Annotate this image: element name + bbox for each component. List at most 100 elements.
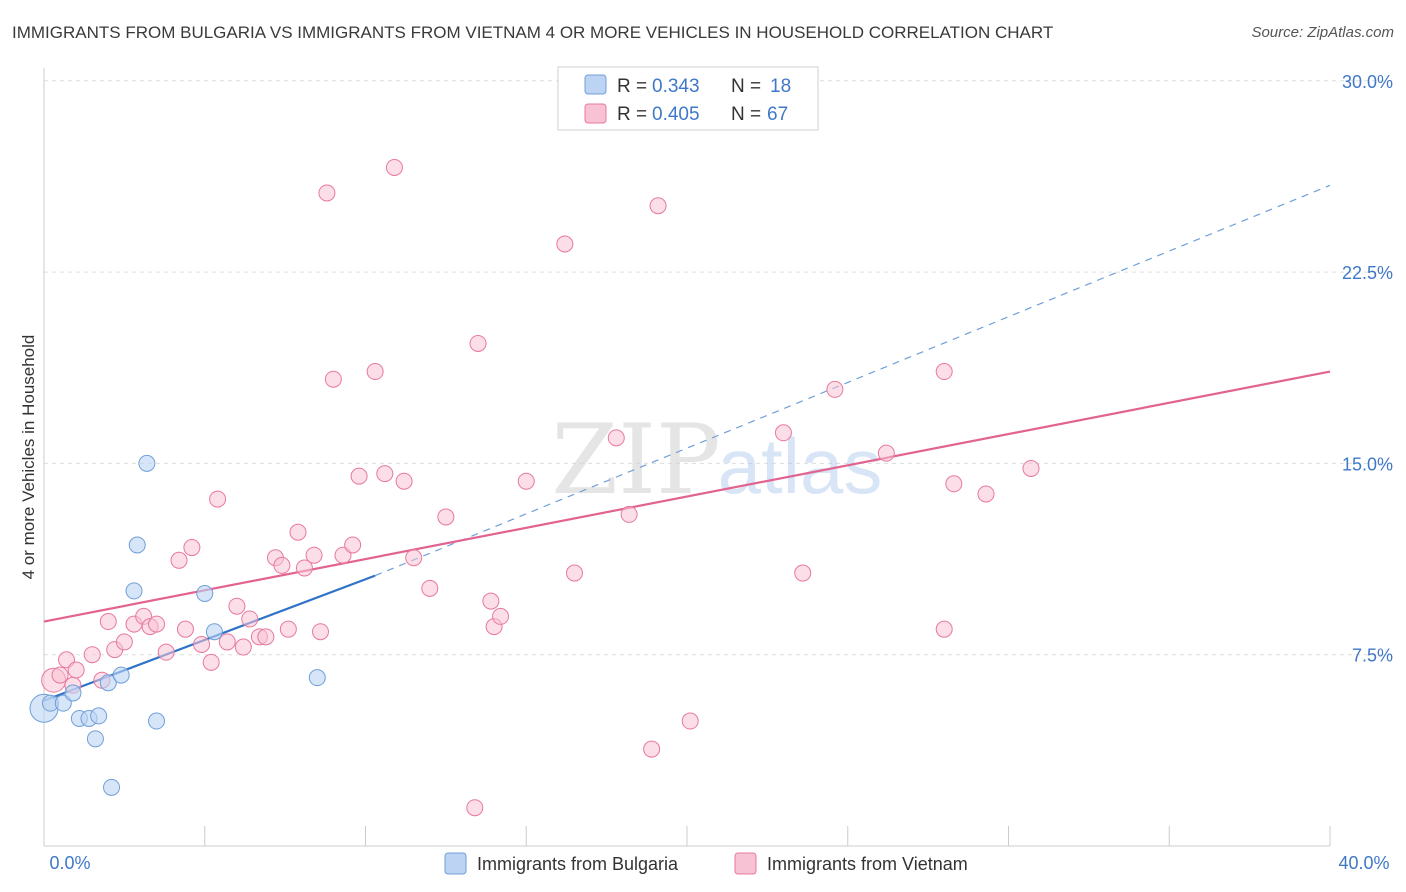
legend-r-value-bulgaria: 0.343 xyxy=(652,76,700,97)
data-point-vietnam-54 xyxy=(607,429,625,447)
data-point-vietnam-47 xyxy=(469,334,487,352)
data-point-vietnam-58 xyxy=(681,712,699,730)
x-tick-label-min: 0.0% xyxy=(49,853,90,873)
data-point-vietnam-56 xyxy=(643,740,661,758)
legend-n-value-bulgaria: 18 xyxy=(770,76,791,97)
series-legend-swatch-bulgaria xyxy=(444,852,467,875)
data-point-vietnam-18 xyxy=(193,635,211,653)
data-point-vietnam-39 xyxy=(366,363,384,381)
data-point-vietnam-66 xyxy=(977,485,995,503)
data-point-vietnam-61 xyxy=(826,380,844,398)
data-point-vietnam-4 xyxy=(67,661,85,679)
data-point-vietnam-34 xyxy=(318,184,336,202)
x-ticks xyxy=(43,826,1331,846)
source-credit: Source: ZipAtlas.com xyxy=(1251,24,1394,41)
data-point-vietnam-45 xyxy=(437,508,455,526)
legend-n-label-vietnam: N = xyxy=(731,104,761,125)
trend-line-bulgaria-extension xyxy=(374,184,1331,577)
watermark-atlas: atlas xyxy=(718,422,883,510)
data-point-vietnam-46 xyxy=(466,799,484,817)
legend-swatch-bulgaria xyxy=(584,74,607,95)
data-point-vietnam-63 xyxy=(935,363,953,381)
data-point-vietnam-1 xyxy=(51,666,69,684)
data-point-vietnam-33 xyxy=(311,623,329,641)
data-point-vietnam-5 xyxy=(83,646,101,664)
data-point-vietnam-26 xyxy=(257,628,275,646)
legend-n-label-bulgaria: N = xyxy=(731,76,761,97)
data-point-vietnam-59 xyxy=(774,424,792,442)
data-point-vietnam-20 xyxy=(209,490,227,508)
series-legend-label-bulgaria: Immigrants from Bulgaria xyxy=(477,854,679,874)
correlation-legend: R = 0.343 N = 18 R = 0.405 N = 67 xyxy=(557,66,819,131)
grid-lines xyxy=(44,80,1393,656)
legend-r-value-vietnam: 0.405 xyxy=(652,104,700,125)
data-point-vietnam-48 xyxy=(482,592,500,610)
data-point-vietnam-35 xyxy=(324,370,342,388)
data-point-bulgaria-9 xyxy=(112,666,130,684)
data-point-vietnam-55 xyxy=(620,505,638,523)
data-point-vietnam-53 xyxy=(565,564,583,582)
legend-swatch-vietnam xyxy=(584,103,607,124)
data-point-bulgaria-16 xyxy=(205,623,223,641)
data-point-vietnam-50 xyxy=(492,607,510,625)
series-legend-label-vietnam: Immigrants from Vietnam xyxy=(767,854,968,874)
data-point-vietnam-38 xyxy=(350,467,368,485)
data-point-vietnam-44 xyxy=(421,579,439,597)
data-point-bulgaria-17 xyxy=(308,669,326,687)
data-point-vietnam-65 xyxy=(945,475,963,493)
data-point-bulgaria-7 xyxy=(90,707,108,725)
data-point-vietnam-16 xyxy=(176,620,194,638)
data-point-bulgaria-15 xyxy=(196,584,214,602)
y-axis-label: 4 or more Vehicles in Household xyxy=(19,335,38,580)
data-point-vietnam-41 xyxy=(385,158,403,176)
data-point-vietnam-62 xyxy=(877,444,895,462)
y-tick-label-3: 30.0% xyxy=(1342,72,1393,92)
data-point-vietnam-52 xyxy=(556,235,574,253)
series-vietnam-points xyxy=(41,158,1040,817)
data-point-bulgaria-13 xyxy=(138,454,156,472)
y-tick-label-0: 7.5% xyxy=(1352,646,1393,666)
data-point-bulgaria-3 xyxy=(64,684,82,702)
legend-n-value-vietnam: 67 xyxy=(767,104,788,125)
data-point-vietnam-21 xyxy=(218,633,236,651)
data-point-vietnam-67 xyxy=(1022,459,1040,477)
legend-r-label-vietnam: R = xyxy=(617,104,647,125)
data-point-vietnam-15 xyxy=(170,551,188,569)
data-point-vietnam-28 xyxy=(273,556,291,574)
y-tick-labels: 7.5% 15.0% 22.5% 30.0% xyxy=(1342,72,1393,666)
series-legend: Immigrants from Bulgaria Immigrants from… xyxy=(444,852,968,875)
data-point-vietnam-24 xyxy=(241,610,259,628)
data-point-bulgaria-10 xyxy=(103,778,121,796)
series-bulgaria-points xyxy=(29,454,326,796)
data-point-bulgaria-11 xyxy=(125,582,143,600)
chart-title: IMMIGRANTS FROM BULGARIA VS IMMIGRANTS F… xyxy=(12,23,1054,42)
data-point-vietnam-19 xyxy=(202,653,220,671)
data-point-vietnam-60 xyxy=(794,564,812,582)
data-point-vietnam-7 xyxy=(99,613,117,631)
data-point-bulgaria-12 xyxy=(128,536,146,554)
trend-line-vietnam xyxy=(43,370,1331,623)
data-point-vietnam-14 xyxy=(157,643,175,661)
data-point-vietnam-13 xyxy=(148,615,166,633)
data-point-bulgaria-6 xyxy=(86,730,104,748)
data-point-vietnam-31 xyxy=(295,559,313,577)
data-point-vietnam-57 xyxy=(649,197,667,215)
data-point-vietnam-9 xyxy=(115,633,133,651)
data-point-vietnam-37 xyxy=(344,536,362,554)
data-point-bulgaria-14 xyxy=(148,712,166,730)
data-point-vietnam-23 xyxy=(234,638,252,656)
data-point-vietnam-17 xyxy=(183,539,201,557)
data-point-vietnam-30 xyxy=(289,523,307,541)
data-point-vietnam-43 xyxy=(405,549,423,567)
data-point-vietnam-22 xyxy=(228,597,246,615)
data-point-vietnam-32 xyxy=(305,546,323,564)
data-point-bulgaria-8 xyxy=(99,674,117,692)
data-point-vietnam-64 xyxy=(935,620,953,638)
series-legend-swatch-vietnam xyxy=(734,852,757,875)
x-tick-label-max: 40.0% xyxy=(1338,853,1389,873)
watermark-zip: ZIP xyxy=(551,404,720,516)
y-tick-label-2: 22.5% xyxy=(1342,263,1393,283)
data-point-vietnam-51 xyxy=(517,472,535,490)
data-point-vietnam-29 xyxy=(279,620,297,638)
